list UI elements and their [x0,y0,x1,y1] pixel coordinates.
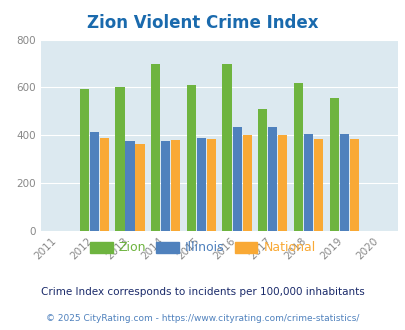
Bar [206,139,215,231]
Bar [90,132,98,231]
Bar [161,141,170,231]
Bar [222,64,231,231]
Bar [186,85,196,231]
Bar [277,135,287,231]
Bar [258,109,267,231]
Bar [115,87,124,231]
Bar [303,134,312,231]
Bar [151,64,160,231]
Legend: Zion, Illinois, National: Zion, Illinois, National [85,236,320,259]
Bar [79,89,89,231]
Bar [232,127,241,231]
Bar [329,98,338,231]
Text: © 2025 CityRating.com - https://www.cityrating.com/crime-statistics/: © 2025 CityRating.com - https://www.city… [46,314,359,323]
Bar [339,134,348,231]
Bar [196,138,205,231]
Bar [349,139,358,231]
Bar [242,135,251,231]
Bar [125,141,134,231]
Text: Zion Violent Crime Index: Zion Violent Crime Index [87,14,318,32]
Bar [135,144,144,231]
Text: Crime Index corresponds to incidents per 100,000 inhabitants: Crime Index corresponds to incidents per… [41,287,364,297]
Bar [268,127,277,231]
Bar [293,83,303,231]
Bar [99,138,109,231]
Bar [171,140,180,231]
Bar [313,139,322,231]
